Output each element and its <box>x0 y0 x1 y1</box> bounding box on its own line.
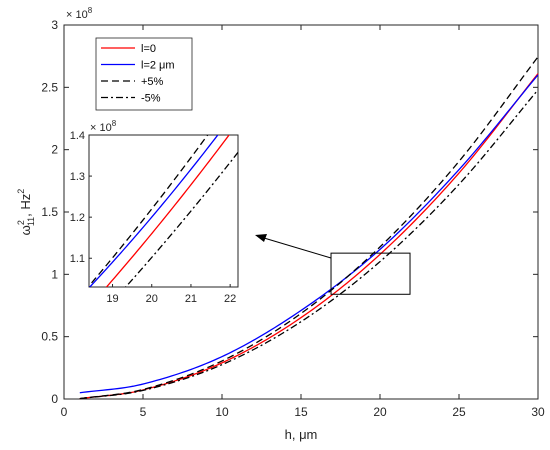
inset-x-tick-label: 22 <box>224 293 236 305</box>
x-tick-label: 30 <box>531 405 545 419</box>
svg-text:ω211, Hz2: ω211, Hz2 <box>16 189 36 236</box>
inset-x-tick-label: 20 <box>146 293 158 305</box>
legend-label-1: l=2 μm <box>141 60 175 72</box>
inset-y-tick-label: 1.3 <box>70 171 85 183</box>
y-axis-title-unit: , Hz <box>18 194 33 217</box>
x-axis-title: h, μm <box>285 427 318 442</box>
y-axis-title-unit-sup: 2 <box>16 189 26 194</box>
y-axis-title-sup: 2 <box>16 220 26 225</box>
inset-series-line-1 <box>89 135 219 287</box>
series-line-3 <box>79 89 539 400</box>
inset-axis-ticks <box>89 134 231 287</box>
inset-y-tick-label: 1.2 <box>70 212 85 224</box>
main-axis-tick-labels: 0 5 10 15 20 25 30 0 0.5 1 1.5 2 2.5 3 <box>41 18 545 419</box>
x-tick-label: 5 <box>140 405 147 419</box>
x-tick-label: 25 <box>452 405 466 419</box>
y-tick-label: 3 <box>51 18 58 32</box>
inset-series-line-2 <box>89 135 209 287</box>
main-series-group <box>79 56 539 400</box>
inset-x-tick-label: 19 <box>106 293 118 305</box>
zoom-box <box>330 252 411 295</box>
legend: l=0 l=2 μm +5% -5% <box>95 37 193 111</box>
x-tick-label: 10 <box>215 405 229 419</box>
series-line-2 <box>79 56 539 400</box>
main-axis-ticks <box>63 24 539 400</box>
inset-x-tick-label: 21 <box>185 293 197 305</box>
legend-label-2: +5% <box>141 76 164 88</box>
x-tick-label: 15 <box>294 405 308 419</box>
inset-y-tick-label: 1.4 <box>70 130 85 142</box>
inset-axis-tick-labels: 19 20 21 22 1.1 1.2 1.3 1.4 <box>70 130 237 305</box>
y-tick-label: 0 <box>51 392 58 406</box>
inset-chart: 19 20 21 22 1.1 1.2 1.3 1.4 × 108 <box>70 119 239 305</box>
series-line-1 <box>79 74 539 394</box>
inset-y-multiplier-label: × 108 <box>90 119 117 134</box>
y-multiplier-label: × 108 <box>66 6 93 21</box>
inset-y-tick-label: 1.1 <box>70 253 85 265</box>
y-tick-label: 2.5 <box>41 80 58 94</box>
y-tick-label: 1.5 <box>41 205 58 219</box>
x-tick-label: 0 <box>61 405 68 419</box>
legend-label-0: l=0 <box>141 43 156 55</box>
y-axis-title-sub: 11 <box>26 217 36 226</box>
y-axis-title: ω211, Hz2 <box>16 189 36 236</box>
zoom-arrow <box>255 234 332 259</box>
x-tick-label: 20 <box>373 405 387 419</box>
y-tick-label: 1 <box>51 267 58 281</box>
y-axis-title-symbol: ω <box>18 225 33 235</box>
y-tick-label: 0.5 <box>41 330 58 344</box>
inset-series-group <box>89 135 238 287</box>
y-tick-label: 2 <box>51 143 58 157</box>
inset-series-line-0 <box>105 135 230 287</box>
legend-label-3: -5% <box>141 93 161 105</box>
